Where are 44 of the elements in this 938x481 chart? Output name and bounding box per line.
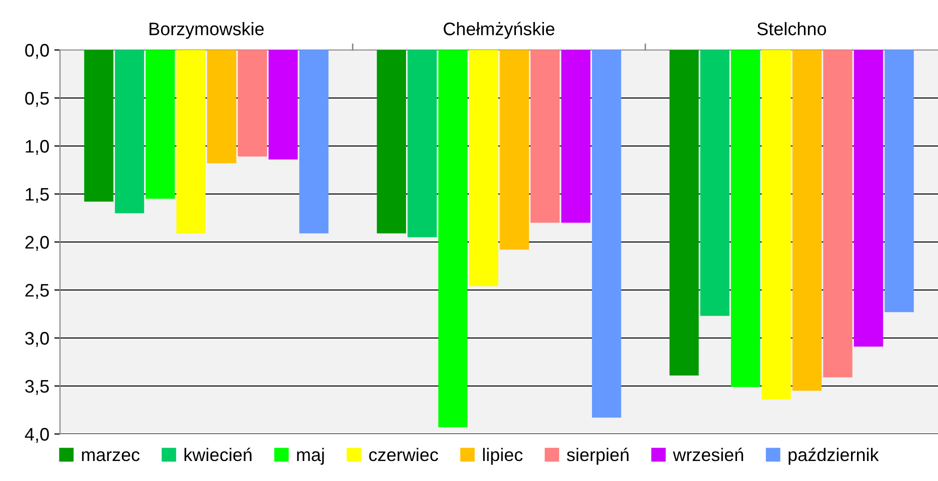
bar	[268, 50, 298, 160]
legend-label: wrzesień	[672, 448, 744, 462]
bar	[884, 50, 914, 312]
x-tick-label: Borzymowskie	[150, 22, 264, 39]
bar	[238, 50, 268, 157]
legend-label: maj	[297, 448, 324, 465]
legend-label: sierpień	[566, 448, 628, 465]
bar	[299, 50, 328, 234]
bar	[730, 50, 760, 387]
bar	[114, 50, 144, 214]
bar	[207, 50, 236, 164]
bar	[762, 50, 791, 400]
legend-label: lipiec	[483, 448, 523, 465]
legend-label: czerwiec	[369, 448, 438, 462]
bar	[408, 50, 437, 238]
bar	[469, 50, 498, 286]
y-tick-label: 1,5	[26, 188, 49, 203]
y-tick-label: 0,0	[25, 44, 49, 59]
x-tick-label: Chełmżyńskie	[444, 22, 554, 39]
bar	[700, 50, 730, 316]
bar	[592, 50, 622, 418]
legend-label: październik	[788, 448, 879, 465]
bar	[438, 50, 468, 428]
y-tick-label: 0,5	[25, 92, 49, 107]
y-tick-label: 2,5	[25, 284, 49, 299]
x-tick-label: Stelchno	[757, 22, 826, 36]
bar	[792, 50, 822, 391]
bar	[84, 50, 114, 202]
bar	[500, 50, 529, 250]
bar	[146, 50, 175, 199]
bar	[176, 50, 206, 234]
bar	[854, 50, 884, 347]
legend-label: kwiecień	[184, 448, 252, 462]
bar	[376, 50, 406, 234]
y-tick-label: 4,0	[24, 428, 49, 443]
y-tick-label: 1,0	[26, 140, 49, 155]
y-tick-label: 3,0	[25, 332, 49, 347]
legend-label: marzec	[82, 451, 140, 462]
bar	[823, 50, 852, 378]
bar	[561, 50, 590, 223]
y-tick-label: 3,5	[25, 380, 49, 395]
bar	[530, 50, 560, 223]
y-tick-label: 2,0	[25, 236, 49, 251]
bar	[670, 50, 699, 376]
